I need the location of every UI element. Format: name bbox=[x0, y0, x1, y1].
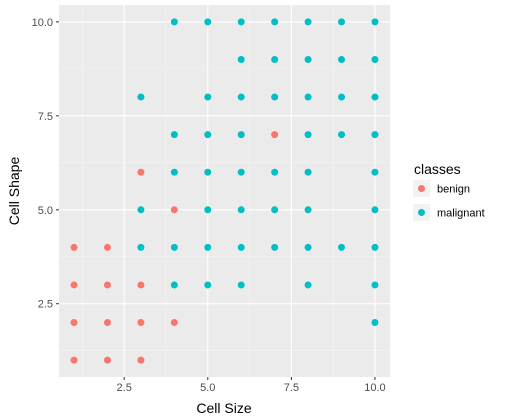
data-point-malignant bbox=[204, 93, 212, 101]
data-point-benign bbox=[103, 356, 111, 364]
data-point-malignant bbox=[304, 93, 312, 101]
y-tick-label: 5.0 bbox=[38, 205, 53, 217]
data-point-benign bbox=[70, 319, 78, 327]
x-tick-label: 5.0 bbox=[200, 382, 215, 394]
data-point-benign bbox=[103, 243, 111, 251]
data-point-malignant bbox=[137, 93, 145, 101]
data-point-malignant bbox=[271, 55, 279, 63]
data-point-malignant bbox=[371, 93, 379, 101]
data-point-malignant bbox=[237, 55, 245, 63]
data-point-malignant bbox=[237, 206, 245, 214]
data-point-malignant bbox=[237, 281, 245, 289]
data-point-malignant bbox=[371, 319, 379, 327]
x-axis-title: Cell Size bbox=[196, 400, 251, 416]
data-point-malignant bbox=[304, 243, 312, 251]
data-point-malignant bbox=[170, 168, 178, 176]
data-point-malignant bbox=[204, 206, 212, 214]
x-tick-label: 7.5 bbox=[284, 382, 299, 394]
data-point-benign bbox=[137, 356, 145, 364]
y-tick-label: 7.5 bbox=[38, 111, 53, 123]
data-point-malignant bbox=[237, 168, 245, 176]
data-point-malignant bbox=[271, 243, 279, 251]
x-tick-label: 10.0 bbox=[364, 382, 385, 394]
data-point-malignant bbox=[237, 131, 245, 139]
data-point-benign bbox=[70, 281, 78, 289]
data-point-malignant bbox=[271, 93, 279, 101]
data-point-malignant bbox=[304, 168, 312, 176]
data-point-malignant bbox=[170, 243, 178, 251]
data-point-malignant bbox=[137, 206, 145, 214]
data-points bbox=[70, 18, 379, 364]
data-point-malignant bbox=[204, 131, 212, 139]
data-point-malignant bbox=[304, 55, 312, 63]
data-point-malignant bbox=[338, 131, 346, 139]
data-point-malignant bbox=[271, 168, 279, 176]
data-point-malignant bbox=[204, 243, 212, 251]
data-point-malignant bbox=[371, 281, 379, 289]
data-point-malignant bbox=[204, 281, 212, 289]
data-point-benign bbox=[137, 168, 145, 176]
x-tick-label: 2.5 bbox=[117, 382, 132, 394]
data-point-benign bbox=[271, 131, 279, 139]
legend-marker-benign bbox=[418, 185, 425, 192]
data-point-malignant bbox=[304, 206, 312, 214]
data-point-benign bbox=[137, 319, 145, 327]
data-point-malignant bbox=[204, 168, 212, 176]
data-point-benign bbox=[170, 319, 178, 327]
data-point-malignant bbox=[137, 243, 145, 251]
data-point-malignant bbox=[304, 281, 312, 289]
data-point-malignant bbox=[237, 93, 245, 101]
data-point-malignant bbox=[204, 18, 212, 26]
legend-title: classes bbox=[414, 161, 461, 177]
data-point-malignant bbox=[170, 131, 178, 139]
data-point-malignant bbox=[237, 243, 245, 251]
legend-marker-malignant bbox=[418, 209, 425, 216]
y-tick-label: 2.5 bbox=[38, 299, 53, 311]
data-point-benign bbox=[170, 206, 178, 214]
data-point-malignant bbox=[338, 55, 346, 63]
data-point-malignant bbox=[304, 18, 312, 26]
legend-label-malignant: malignant bbox=[437, 208, 485, 220]
data-point-benign bbox=[103, 281, 111, 289]
data-point-malignant bbox=[271, 206, 279, 214]
y-axis-title: Cell Shape bbox=[6, 157, 22, 226]
data-point-malignant bbox=[371, 18, 379, 26]
data-point-malignant bbox=[338, 18, 346, 26]
data-point-malignant bbox=[371, 243, 379, 251]
data-point-malignant bbox=[371, 131, 379, 139]
data-point-benign bbox=[70, 243, 78, 251]
legend-label-benign: benign bbox=[437, 184, 470, 196]
data-point-malignant bbox=[338, 243, 346, 251]
data-point-malignant bbox=[170, 281, 178, 289]
data-point-malignant bbox=[304, 131, 312, 139]
x-axis-ticks: 2.5 5.0 7.5 10.0 bbox=[117, 377, 386, 394]
data-point-malignant bbox=[371, 55, 379, 63]
data-point-benign bbox=[103, 319, 111, 327]
major-gridlines bbox=[59, 5, 390, 377]
data-point-malignant bbox=[371, 206, 379, 214]
minor-gridlines bbox=[59, 5, 390, 377]
data-point-malignant bbox=[371, 168, 379, 176]
data-point-malignant bbox=[170, 18, 178, 26]
y-tick-label: 10.0 bbox=[32, 17, 53, 29]
data-point-malignant bbox=[338, 93, 346, 101]
legend: classes benign malignant bbox=[413, 161, 485, 221]
plot-panel bbox=[59, 5, 390, 377]
y-axis-ticks: 2.5 5.0 7.5 10.0 bbox=[32, 17, 59, 311]
data-point-benign bbox=[70, 356, 78, 364]
data-point-malignant bbox=[237, 18, 245, 26]
data-point-malignant bbox=[271, 18, 279, 26]
data-point-benign bbox=[137, 281, 145, 289]
